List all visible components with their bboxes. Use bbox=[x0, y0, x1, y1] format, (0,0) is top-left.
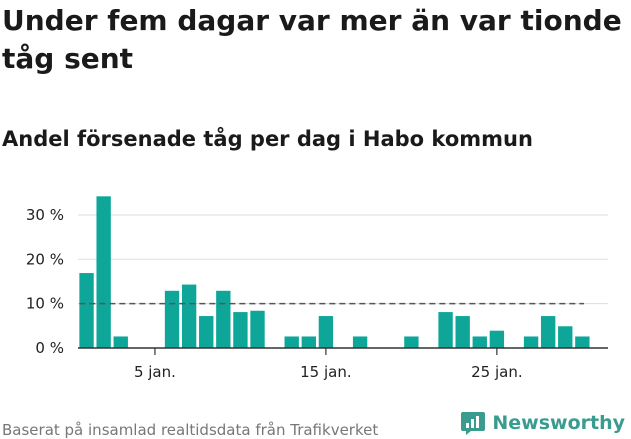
bar bbox=[113, 336, 128, 348]
bar bbox=[523, 336, 539, 348]
bar bbox=[455, 316, 470, 348]
chart-subtitle: Andel försenade tåg per dag i Habo kommu… bbox=[2, 127, 533, 151]
bar bbox=[181, 284, 197, 348]
brand-logo: Newsworthy bbox=[460, 408, 625, 438]
y-tick-label: 20 % bbox=[26, 250, 64, 268]
brand-name: Newsworthy bbox=[492, 412, 625, 434]
x-axis-ticks: 5 jan. 15 jan. 25 jan. bbox=[134, 348, 523, 381]
grid-lines bbox=[78, 214, 608, 305]
bar bbox=[284, 336, 299, 348]
bar bbox=[489, 330, 505, 348]
bar bbox=[540, 316, 556, 348]
bar bbox=[199, 316, 214, 348]
bar bbox=[96, 196, 111, 348]
x-tick-label: 5 jan. bbox=[134, 363, 176, 381]
x-tick-label: 25 jan. bbox=[471, 363, 523, 381]
x-tick-label: 15 jan. bbox=[300, 363, 352, 381]
bar bbox=[438, 312, 453, 348]
bar bbox=[301, 336, 316, 348]
y-tick-label: 30 % bbox=[26, 206, 64, 224]
bars bbox=[79, 196, 590, 348]
bar bbox=[79, 273, 94, 348]
newsworthy-icon bbox=[461, 412, 486, 435]
bar bbox=[404, 336, 419, 348]
y-axis-ticks: 0 % 10 % 20 % 30 % bbox=[26, 206, 64, 357]
bar bbox=[216, 290, 231, 348]
bar bbox=[318, 316, 334, 348]
bar bbox=[558, 326, 573, 348]
bar bbox=[250, 310, 265, 348]
y-tick-label: 10 % bbox=[26, 295, 64, 313]
bar-chart: 0 % 10 % 20 % 30 % 5 jan. 15 jan. 25 jan. bbox=[26, 196, 608, 381]
bar bbox=[233, 312, 248, 348]
bar bbox=[164, 290, 180, 348]
bar bbox=[352, 336, 368, 348]
bar bbox=[472, 336, 487, 348]
chart-title: Under fem dagar var mer än var tionde tå… bbox=[2, 4, 622, 75]
bar bbox=[575, 336, 590, 348]
source-note: Baserat på insamlad realtidsdata från Tr… bbox=[2, 421, 379, 439]
y-tick-label: 0 % bbox=[35, 339, 64, 357]
